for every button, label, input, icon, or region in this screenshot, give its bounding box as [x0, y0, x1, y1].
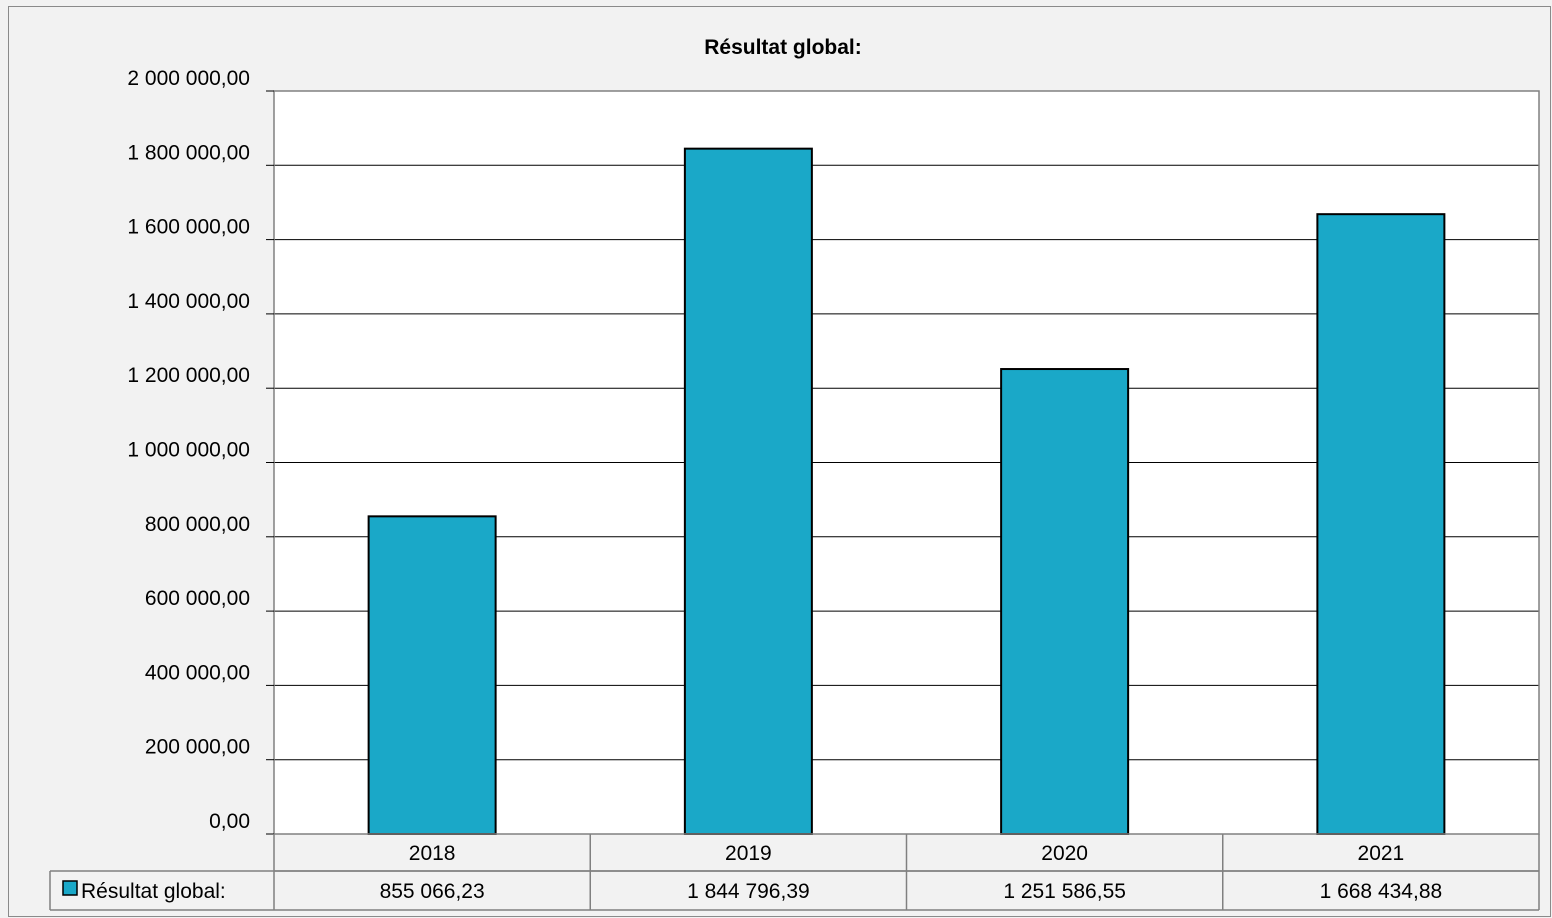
x-category-label: 2020 — [1041, 842, 1088, 865]
bar — [1316, 213, 1446, 835]
y-tick-label: 0,00 — [209, 810, 250, 833]
data-value-label: 1 251 586,55 — [1003, 880, 1126, 903]
y-tick-label: 1 800 000,00 — [127, 141, 250, 164]
data-value-label: 1 844 796,39 — [687, 880, 810, 903]
chart-title: Résultat global: — [704, 36, 862, 59]
x-category-label: 2021 — [1358, 842, 1405, 865]
y-tick-label: 2 000 000,00 — [127, 67, 250, 90]
bars — [367, 147, 1446, 835]
y-tick-label: 400 000,00 — [145, 661, 250, 684]
x-category-label: 2019 — [725, 842, 772, 865]
y-tick-label: 1 200 000,00 — [127, 364, 250, 387]
y-tick-label: 600 000,00 — [145, 587, 250, 610]
legend-swatch — [62, 880, 78, 896]
bar — [367, 515, 497, 835]
bar — [1000, 368, 1130, 835]
bar — [683, 147, 813, 835]
data-value-label: 855 066,23 — [380, 880, 485, 903]
y-tick-label: 1 400 000,00 — [127, 290, 250, 313]
data-table: 2018 2019 2020 2021 855 066,23 1 844 796,39 1 … — [49, 834, 1540, 911]
y-tick-label: 1 600 000,00 — [127, 216, 250, 239]
y-tick-label: 800 000,00 — [145, 513, 250, 536]
y-tick-label: 200 000,00 — [145, 736, 250, 759]
data-value-label: 1 668 434,88 — [1320, 880, 1443, 903]
y-tick-label: 1 000 000,00 — [127, 439, 250, 462]
y-axis: 0,00 200 000,00 400 000,00 600 000,00 800 00… — [127, 67, 274, 835]
x-category-label: 2018 — [409, 842, 456, 865]
legend-series-name: Résultat global: — [81, 880, 226, 903]
